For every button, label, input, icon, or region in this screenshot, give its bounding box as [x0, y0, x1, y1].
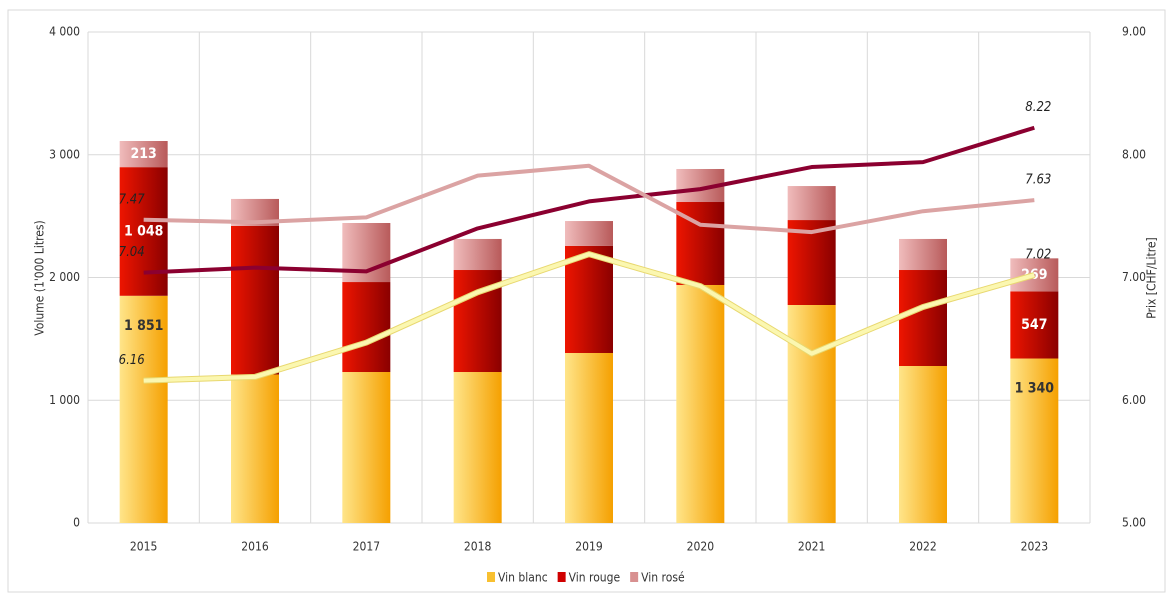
bar-segment	[899, 238, 947, 271]
y-tick-label: 1 000	[49, 393, 80, 407]
legend-swatch	[487, 572, 495, 582]
line-value-label: 6.16	[119, 353, 145, 368]
y2-tick-label: 8.00	[1122, 147, 1146, 161]
x-tick-label: 2017	[353, 540, 380, 554]
bar-segment	[565, 221, 613, 246]
y2-tick-label: 9.00	[1122, 25, 1146, 39]
bar-segment	[342, 372, 391, 523]
bar-segment	[453, 238, 502, 271]
y2-axis-title: Prix [CHF/Litre]	[1145, 237, 1159, 319]
legend-swatch	[557, 572, 566, 582]
line-value-label: 7.63	[1025, 173, 1051, 188]
bar-segment	[565, 245, 613, 353]
bar-segment	[1010, 291, 1059, 359]
y-tick-label: 4 000	[49, 25, 80, 39]
bar-segment	[453, 372, 502, 523]
line-value-label: 7.02	[1025, 248, 1051, 263]
bar-segment	[899, 366, 947, 523]
bar-segment	[119, 167, 168, 296]
x-tick-label: 2023	[1021, 540, 1048, 554]
bar-value-label: 1 851	[124, 318, 163, 334]
chart-frame	[7, 9, 1166, 593]
bar-value-label: 547	[1021, 317, 1047, 333]
bar-segment	[1010, 258, 1059, 292]
y2-tick-label: 6.00	[1122, 393, 1146, 407]
x-tick-label: 2021	[798, 540, 825, 554]
y-axis-title: Volume (1'000 Litres)	[33, 220, 47, 335]
x-tick-label: 2016	[241, 540, 269, 554]
price-line	[143, 252, 1035, 383]
bar-segment	[787, 186, 836, 221]
x-tick-label: 2018	[464, 540, 492, 554]
bar-segment	[787, 220, 836, 305]
y-tick-label: 0	[73, 516, 80, 530]
x-tick-label: 2022	[909, 540, 936, 554]
bar-segment	[1010, 358, 1059, 523]
legend-swatch	[630, 572, 639, 582]
line-value-label: 7.04	[119, 245, 145, 260]
bar-segment	[231, 225, 279, 375]
y-tick-label: 3 000	[49, 147, 80, 161]
bar-segment	[231, 374, 279, 523]
legend-label: Vin rouge	[569, 571, 621, 585]
y-tick-label: 2 000	[49, 270, 80, 284]
x-tick-label: 2020	[687, 540, 715, 554]
line-value-label: 7.47	[119, 192, 146, 207]
bar-segment	[119, 141, 168, 168]
y2-tick-label: 7.00	[1122, 270, 1146, 284]
bar-segment	[565, 352, 613, 523]
bar-segment	[676, 284, 725, 523]
bar-segment	[342, 282, 391, 373]
price-line	[143, 163, 1035, 235]
bar-segment	[787, 304, 836, 523]
bar-segment	[119, 295, 168, 523]
legend-label: Vin blanc	[498, 571, 548, 585]
x-tick-label: 2015	[130, 540, 157, 554]
bar-value-label: 213	[131, 146, 157, 162]
x-tick-label: 2019	[575, 540, 603, 554]
bar-value-label: 1 048	[124, 223, 163, 239]
y2-tick-label: 5.00	[1122, 516, 1146, 530]
price-line	[143, 125, 1035, 275]
bar-segment	[899, 270, 947, 367]
bar-value-label: 1 340	[1015, 381, 1055, 397]
legend-label: Vin rosé	[641, 571, 685, 585]
line-value-label: 8.22	[1025, 100, 1051, 115]
